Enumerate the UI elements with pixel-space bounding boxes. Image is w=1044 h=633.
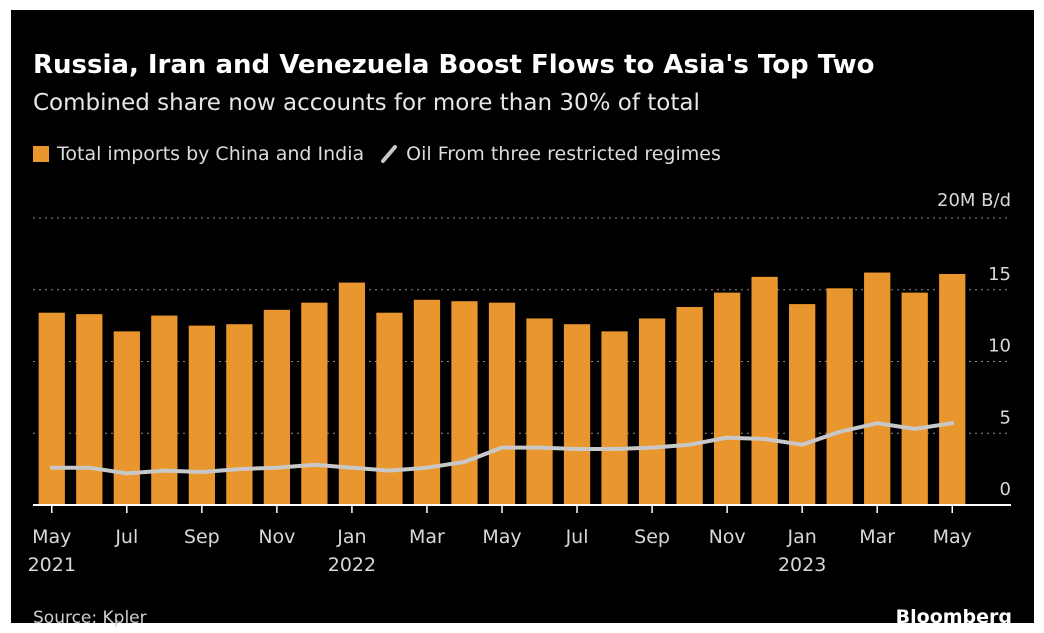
bar — [713, 292, 741, 505]
bar — [301, 302, 328, 505]
chart-title: Russia, Iran and Venezuela Boost Flows t… — [33, 50, 875, 80]
y-tick-label: 15 — [988, 264, 1011, 285]
legend: Total imports by China and India Oil Fro… — [33, 143, 721, 165]
x-tick-label: Mar — [409, 526, 445, 548]
chart-subtitle: Combined share now accounts for more tha… — [33, 90, 700, 116]
x-tick-label: Jul — [114, 526, 138, 548]
line-series — [49, 421, 955, 476]
bar — [263, 309, 291, 505]
bar — [188, 325, 215, 505]
x-year-label: 2022 — [328, 554, 376, 576]
legend-bars-label: Total imports by China and India — [57, 143, 365, 165]
chart-plot: 20M B/d 15 10 5 0 May 2021 Jul Sep Nov Jan 2022 Mar M… — [28, 190, 1011, 576]
bar — [526, 318, 553, 505]
x-year-label: 2023 — [778, 554, 826, 576]
bar — [563, 324, 591, 505]
bar — [751, 276, 778, 505]
x-tick-label: Jan — [787, 526, 817, 548]
x-tick-label: May — [32, 526, 71, 548]
y-tick-label: 20M B/d — [937, 190, 1011, 211]
bar — [676, 306, 703, 505]
bar — [601, 331, 628, 505]
bar — [864, 272, 891, 505]
x-year-label: 2021 — [28, 554, 76, 576]
x-tick-label: Nov — [709, 526, 746, 548]
x-tick-label: Mar — [859, 526, 895, 548]
bar — [826, 288, 853, 505]
bar — [376, 312, 403, 505]
bar — [76, 314, 103, 505]
x-tick-label: Nov — [258, 526, 295, 548]
y-tick-label: 0 — [1000, 479, 1011, 500]
source-note: Source: Kpler — [33, 608, 147, 628]
bar — [789, 304, 816, 505]
x-tick-label: May — [933, 526, 972, 548]
x-tick-label: Jul — [565, 526, 589, 548]
legend-line-label: Oil From three restricted regimes — [406, 143, 721, 165]
chart-frame: Russia, Iran and Venezuela Boost Flows t… — [11, 10, 1034, 628]
bar — [939, 273, 966, 505]
y-tick-label: 5 — [1000, 407, 1011, 428]
bar — [338, 282, 366, 505]
bar — [113, 331, 140, 505]
bar — [488, 302, 516, 505]
x-tick-label: Sep — [634, 526, 670, 548]
bar — [38, 312, 65, 505]
brand-logo: Bloomberg — [895, 606, 1012, 628]
bar — [638, 318, 666, 505]
x-tick-label: Sep — [184, 526, 220, 548]
bar — [901, 292, 928, 505]
bar — [226, 324, 253, 505]
bar — [413, 299, 441, 505]
x-tick-label: May — [482, 526, 521, 548]
y-tick-label: 10 — [988, 336, 1011, 357]
bar-legend-swatch — [33, 146, 49, 162]
line-legend-icon — [381, 145, 398, 163]
bar — [151, 315, 178, 505]
x-tick-label: Jan — [336, 526, 366, 548]
bar — [451, 301, 478, 505]
